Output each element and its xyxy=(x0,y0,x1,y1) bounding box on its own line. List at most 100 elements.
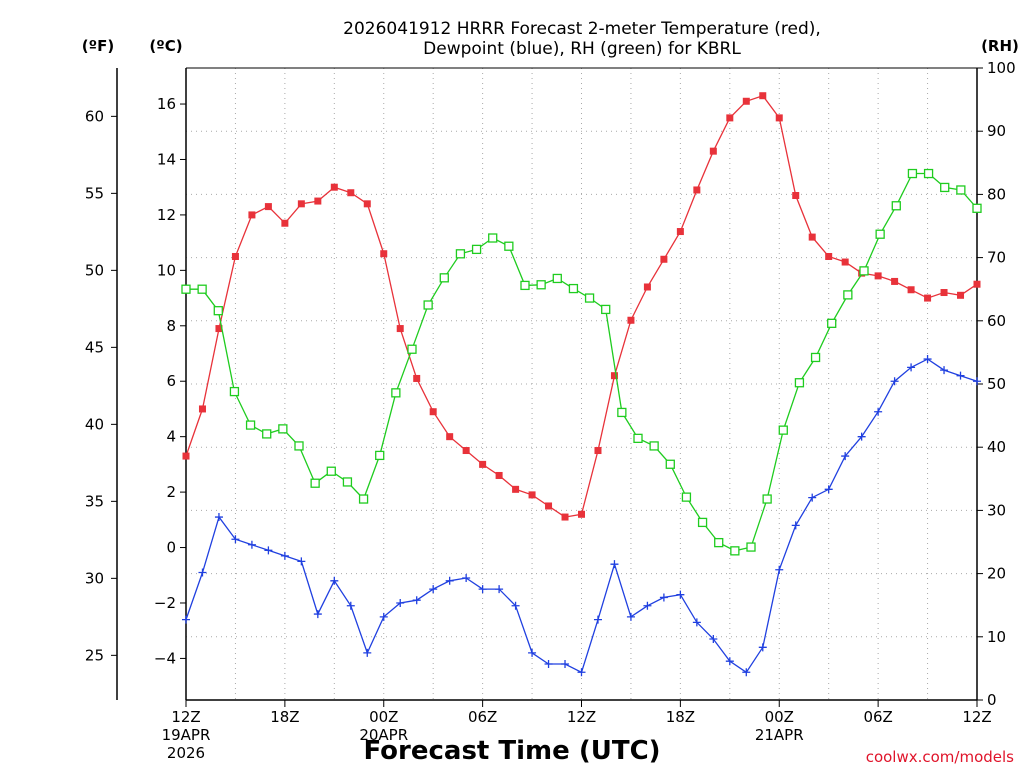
celsius-unit-label: (ºC) xyxy=(149,37,182,55)
celsius-tick-label: 12 xyxy=(157,206,176,224)
dewpoint-point xyxy=(742,668,751,677)
dewpoint-point xyxy=(462,574,471,583)
rh-point xyxy=(455,249,466,259)
rh-point xyxy=(358,494,369,504)
rh-point xyxy=(568,283,579,294)
dewpoint-point xyxy=(544,659,553,668)
rh-point xyxy=(552,273,562,284)
x-tick-label: 00Z xyxy=(765,708,794,726)
dewpoint-point xyxy=(923,355,932,364)
rh-point xyxy=(875,229,885,239)
temperature-point xyxy=(676,228,684,236)
rh-point xyxy=(714,537,724,548)
dewpoint-point xyxy=(561,659,570,668)
rh-point xyxy=(697,517,708,528)
temperature-point xyxy=(610,372,618,380)
rh-point xyxy=(972,203,982,213)
temperature-point xyxy=(512,485,520,493)
temperature-point xyxy=(726,114,734,122)
rh-point xyxy=(488,233,498,243)
dewpoint-point xyxy=(198,568,207,577)
dewpoint-point xyxy=(363,648,372,657)
rh-tick-label: 50 xyxy=(987,375,1006,393)
rh-point xyxy=(762,494,772,504)
rh-point xyxy=(278,424,288,434)
temperature-point xyxy=(380,250,388,258)
temperature-point xyxy=(281,219,289,227)
temperature-point xyxy=(693,186,701,194)
temperature-point xyxy=(462,447,470,455)
fahrenheit-tick-label: 55 xyxy=(85,184,104,202)
celsius-tick-label: 6 xyxy=(166,372,176,390)
dewpoint-point xyxy=(247,540,256,549)
dewpoint-point xyxy=(808,493,817,502)
celsius-tick-label: 14 xyxy=(157,150,176,168)
dewpoint-point xyxy=(940,366,949,375)
rh-line xyxy=(186,172,978,552)
x-tick-label: 18Z xyxy=(666,708,695,726)
fahrenheit-tick-label: 25 xyxy=(85,646,104,664)
temperature-point xyxy=(957,291,965,299)
temperature-point xyxy=(363,200,371,208)
rh-point xyxy=(649,441,659,451)
temperature-point xyxy=(429,408,437,416)
rh-tick-label: 80 xyxy=(987,185,1006,203)
rh-point xyxy=(827,318,837,328)
dewpoint-point xyxy=(577,668,586,677)
temperature-point xyxy=(479,460,487,468)
temperature-point xyxy=(198,405,206,413)
rh-point xyxy=(375,450,385,461)
rh-point xyxy=(294,441,304,451)
rh-point xyxy=(665,459,675,469)
rh-point xyxy=(245,420,256,430)
temperature-point xyxy=(891,277,899,285)
temperature-point xyxy=(874,272,882,280)
rh-point xyxy=(520,280,530,291)
rh-tick-label: 60 xyxy=(987,312,1006,330)
temperature-point xyxy=(297,200,305,208)
rh-point xyxy=(778,425,788,435)
dewpoint-point xyxy=(214,513,223,522)
dewpoint-point xyxy=(280,551,289,560)
rh-point xyxy=(940,182,950,193)
rh-point xyxy=(504,241,514,251)
dewpoint-point xyxy=(231,535,240,544)
celsius-tick-label: 10 xyxy=(157,261,176,279)
rh-point xyxy=(584,293,595,303)
temperature-point xyxy=(808,233,816,241)
rh-point xyxy=(617,407,627,418)
fahrenheit-tick-label: 50 xyxy=(85,261,104,279)
celsius-tick-label: 0 xyxy=(166,539,176,557)
dewpoint-point xyxy=(626,612,635,621)
x-tick-label: 06Z xyxy=(863,708,892,726)
temperature-point xyxy=(495,471,503,479)
temperature-point xyxy=(775,114,783,122)
temperature-point xyxy=(413,374,421,382)
rh-tick-label: 90 xyxy=(987,122,1006,140)
rh-point xyxy=(536,280,546,290)
temperature-point xyxy=(528,491,536,499)
rh-point xyxy=(907,168,918,179)
rh-point xyxy=(407,344,417,354)
rh-point xyxy=(633,433,643,444)
rh-point xyxy=(197,284,207,294)
temperature-point xyxy=(561,513,569,521)
dewpoint-point xyxy=(593,615,602,624)
x-tick-date-label: 19APR xyxy=(162,726,211,744)
data-series xyxy=(181,92,982,677)
temperature-point xyxy=(792,192,800,200)
dewpoint-point xyxy=(824,485,833,494)
dewpoint-point xyxy=(313,610,322,619)
celsius-tick-label: 8 xyxy=(166,317,176,335)
dewpoint-point xyxy=(659,593,668,602)
dewpoint-point xyxy=(330,576,339,585)
celsius-tick-label: 4 xyxy=(166,428,176,446)
rh-point xyxy=(262,429,272,439)
dewpoint-point xyxy=(412,596,421,605)
credit-text: coolwx.com/models xyxy=(866,748,1014,766)
x-tick-year-label: 2026 xyxy=(167,744,205,762)
temperature-point xyxy=(347,189,355,197)
temperature-point xyxy=(578,510,585,518)
rh-unit-label: (RH) xyxy=(981,37,1019,55)
